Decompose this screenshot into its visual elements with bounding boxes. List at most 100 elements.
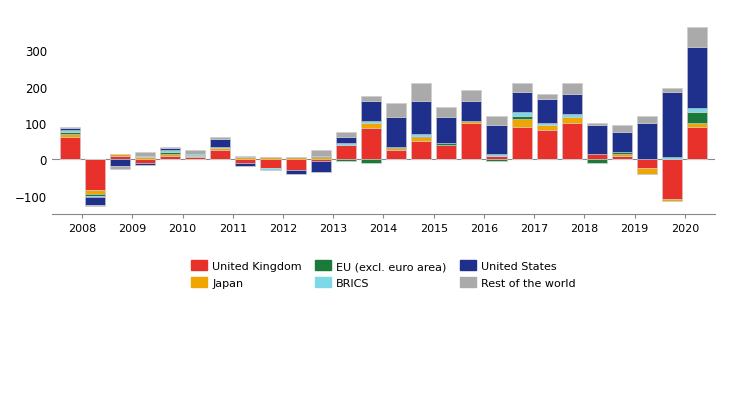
Bar xyxy=(587,126,607,154)
Bar xyxy=(688,124,707,127)
Bar xyxy=(285,171,306,174)
Bar xyxy=(461,102,482,122)
Bar xyxy=(486,156,507,160)
Bar xyxy=(60,135,80,138)
Bar xyxy=(662,160,683,200)
Bar xyxy=(160,147,180,149)
Bar xyxy=(311,158,331,160)
Bar xyxy=(135,164,155,165)
Bar xyxy=(311,156,331,158)
Bar xyxy=(110,167,130,170)
Bar xyxy=(612,126,632,133)
Bar xyxy=(587,154,607,160)
Bar xyxy=(135,153,155,156)
Bar xyxy=(210,149,230,151)
Bar xyxy=(612,153,632,154)
Bar xyxy=(688,127,707,160)
Bar xyxy=(160,151,180,153)
Bar xyxy=(411,136,431,138)
Bar xyxy=(512,127,531,160)
Bar xyxy=(562,115,582,118)
Bar xyxy=(512,120,531,127)
Bar xyxy=(235,158,255,160)
Bar xyxy=(60,138,80,160)
Bar xyxy=(386,149,406,151)
Bar xyxy=(361,102,381,122)
Bar xyxy=(110,154,130,156)
Bar xyxy=(311,162,331,173)
Bar xyxy=(637,169,657,174)
Bar xyxy=(336,160,356,162)
Bar xyxy=(361,124,381,129)
Legend: United Kingdom, Japan, EU (excl. euro area), BRICS, United States, Rest of the w: United Kingdom, Japan, EU (excl. euro ar… xyxy=(187,256,580,292)
Bar xyxy=(160,149,180,151)
Bar xyxy=(235,160,255,164)
Bar xyxy=(210,140,230,147)
Bar xyxy=(311,160,331,162)
Bar xyxy=(135,158,155,160)
Bar xyxy=(361,122,381,124)
Bar xyxy=(210,147,230,149)
Bar xyxy=(486,154,507,156)
Bar xyxy=(437,145,456,160)
Bar xyxy=(311,151,331,156)
Bar xyxy=(135,160,155,164)
Bar xyxy=(411,142,431,160)
Bar xyxy=(637,160,657,169)
Bar xyxy=(437,118,456,144)
Bar xyxy=(411,102,431,135)
Bar xyxy=(85,205,104,207)
Bar xyxy=(612,156,632,160)
Bar xyxy=(486,126,507,154)
Bar xyxy=(612,154,632,156)
Bar xyxy=(261,169,280,171)
Bar xyxy=(185,156,205,158)
Bar xyxy=(210,138,230,140)
Bar xyxy=(637,124,657,160)
Bar xyxy=(587,160,607,164)
Bar xyxy=(60,131,80,133)
Bar xyxy=(85,196,104,198)
Bar xyxy=(85,198,104,205)
Bar xyxy=(562,94,582,115)
Bar xyxy=(461,122,482,124)
Bar xyxy=(688,28,707,47)
Bar xyxy=(60,133,80,135)
Bar xyxy=(386,151,406,160)
Bar xyxy=(512,93,531,113)
Bar xyxy=(688,47,707,109)
Bar xyxy=(461,91,482,102)
Bar xyxy=(336,138,356,144)
Bar xyxy=(537,126,557,131)
Bar xyxy=(437,107,456,118)
Bar xyxy=(512,117,531,120)
Bar xyxy=(537,131,557,160)
Bar xyxy=(336,145,356,160)
Bar xyxy=(110,160,130,167)
Bar xyxy=(437,144,456,145)
Bar xyxy=(336,133,356,138)
Bar xyxy=(512,113,531,117)
Bar xyxy=(411,138,431,142)
Bar xyxy=(160,154,180,156)
Bar xyxy=(537,124,557,126)
Bar xyxy=(612,133,632,153)
Bar xyxy=(662,89,683,93)
Bar xyxy=(185,151,205,154)
Bar xyxy=(411,84,431,102)
Bar xyxy=(261,158,280,160)
Bar xyxy=(85,160,104,191)
Bar xyxy=(562,84,582,94)
Bar xyxy=(185,158,205,160)
Bar xyxy=(688,109,707,113)
Bar xyxy=(361,129,381,160)
Bar xyxy=(135,156,155,158)
Bar xyxy=(411,135,431,136)
Bar xyxy=(537,94,557,100)
Bar xyxy=(486,117,507,126)
Bar xyxy=(512,84,531,93)
Bar xyxy=(361,160,381,164)
Bar xyxy=(537,100,557,124)
Bar xyxy=(386,147,406,149)
Bar xyxy=(185,154,205,156)
